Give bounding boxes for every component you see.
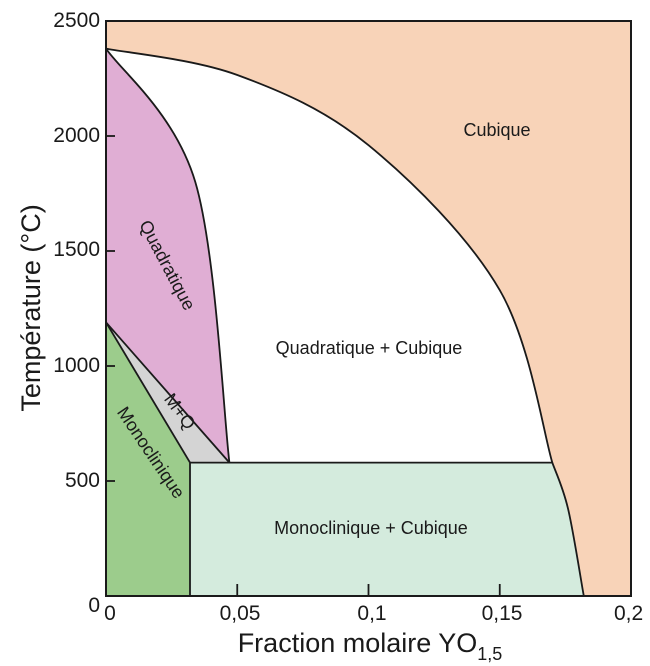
- y-tick-label: 2500: [53, 9, 100, 32]
- cubic-region: [106, 21, 631, 596]
- y-tick-label: 1500: [53, 238, 100, 261]
- x-tick-label: 0,15: [482, 602, 523, 625]
- monoclinic-tetragonal-lower-line: [105, 321, 191, 464]
- tetragonal-cubic-label: Quadratique + Cubique: [276, 338, 463, 358]
- x-tick-label: 0,05: [220, 602, 261, 625]
- x-axis-title-subscript: 1,5: [477, 644, 502, 664]
- y-tick-label: 0: [88, 594, 100, 617]
- axis-ticks: [105, 20, 632, 597]
- monoclinic-cubic-region: [190, 462, 584, 596]
- y-tick-label: 2000: [53, 124, 100, 147]
- x-tick-label: 0,1: [357, 602, 386, 625]
- y-tick-label: 1000: [53, 354, 100, 377]
- x-axis-title-main: Fraction molaire YO: [238, 628, 478, 658]
- cubic-label: Cubique: [463, 120, 530, 140]
- x-axis-title: Fraction molaire YO1,5: [238, 628, 503, 664]
- tetragonal-region: [106, 48, 230, 463]
- monoclinic-tetragonal-upper-line: [105, 321, 231, 464]
- y-axis-title: Température (°C): [16, 204, 46, 411]
- cubic-solvus-line: [105, 47, 585, 597]
- x-tick-label: 0,2: [614, 602, 643, 625]
- monoclinic-cubic-label: Monoclinique + Cubique: [274, 518, 468, 538]
- tetragonal-limit-line: [105, 48, 231, 463]
- y-tick-label: 500: [65, 469, 100, 492]
- monoclinic-region: [106, 322, 190, 596]
- x-tick-label: 0: [104, 602, 116, 625]
